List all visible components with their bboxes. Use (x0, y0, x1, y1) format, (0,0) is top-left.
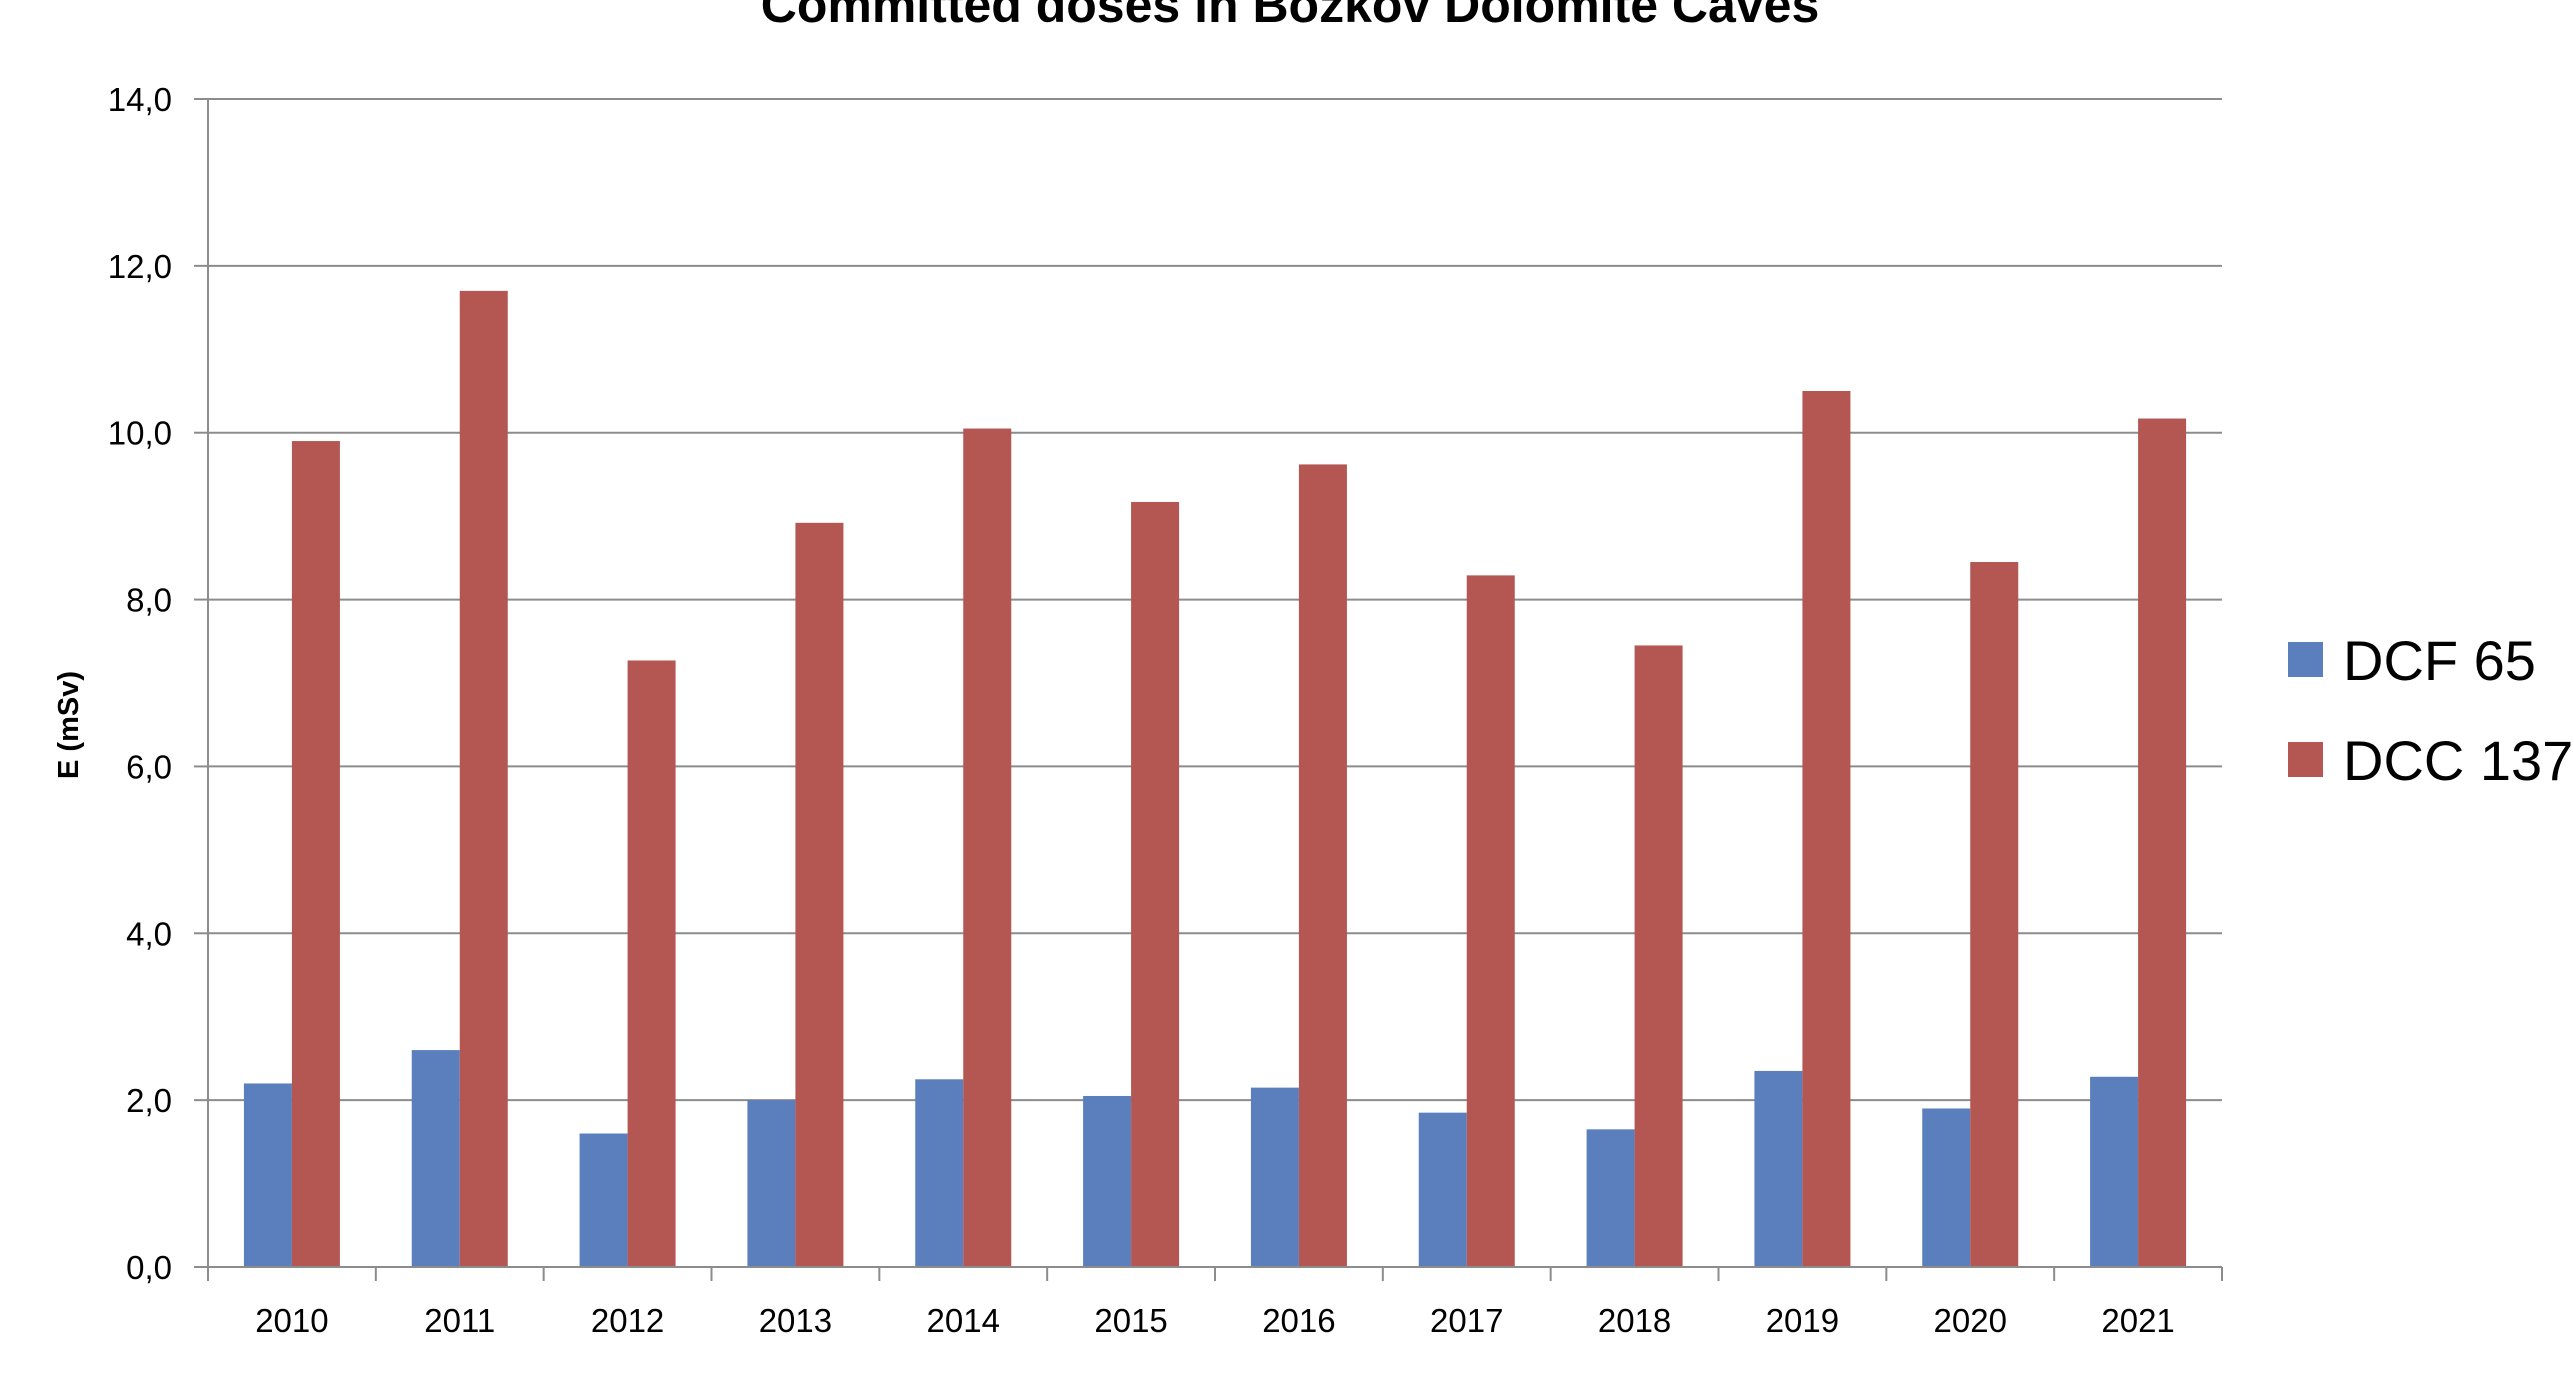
x-tick-label: 2014 (927, 1302, 1000, 1339)
legend-swatch-dcc-137 (2288, 742, 2323, 777)
y-tick-label: 6,0 (126, 748, 172, 785)
bar-dcc-137 (459, 290, 508, 1267)
x-tick-label: 2019 (1766, 1302, 1839, 1339)
x-tick-label: 2017 (1430, 1302, 1503, 1339)
bar-dcc-137 (1802, 391, 1851, 1267)
y-tick-label: 8,0 (126, 582, 172, 619)
x-tick-label: 2018 (1598, 1302, 1671, 1339)
bar-dcc-137 (1634, 645, 1683, 1267)
y-tick-label: 4,0 (126, 915, 172, 952)
gridlines (194, 98, 2222, 1268)
y-tick-label: 14,0 (108, 81, 172, 118)
x-tick-label: 2013 (759, 1302, 832, 1339)
x-tick-label: 2010 (255, 1302, 328, 1339)
bar-dcf-65 (411, 1050, 460, 1267)
x-tick-labels: 2010 2011 2012 2013 2014 2015 2016 2017 2018 2019… (255, 1302, 2175, 1339)
bar-dcc-137 (1466, 575, 1515, 1267)
y-tick-label: 2,0 (126, 1082, 172, 1119)
x-tick-label: 2021 (2101, 1302, 2174, 1339)
bar-dcc-137 (963, 428, 1012, 1267)
y-tick-label: 12,0 (108, 248, 172, 285)
bar-dcf-65 (243, 1083, 292, 1267)
legend-label: DCC 137 (2343, 729, 2573, 792)
bar-dcf-65 (1922, 1108, 1971, 1267)
bar-dcf-65 (1250, 1087, 1299, 1267)
bar-dcf-65 (747, 1100, 796, 1267)
axes (207, 99, 2223, 1281)
bar-dcf-65 (1754, 1070, 1803, 1267)
bar-dcf-65 (1418, 1112, 1467, 1267)
y-axis-label: E (mSv) (53, 671, 85, 779)
bar-dcc-137 (1970, 562, 2019, 1267)
x-tick-label: 2011 (424, 1302, 495, 1339)
bar-dcc-137 (291, 441, 340, 1267)
bar-dcf-65 (1586, 1129, 1635, 1267)
bar-dcf-65 (579, 1133, 628, 1267)
x-tick-label: 2012 (591, 1302, 664, 1339)
y-tick-label: 10,0 (108, 415, 172, 452)
x-tick-label: 2015 (1094, 1302, 1167, 1339)
x-tick-label: 2016 (1262, 1302, 1335, 1339)
bar-dcf-65 (915, 1079, 964, 1267)
bars (243, 290, 2187, 1268)
bar-dcc-137 (1298, 464, 1347, 1268)
bar-dcc-137 (1131, 501, 1180, 1268)
y-tick-label: 0,0 (126, 1249, 172, 1286)
y-tick-labels: 0,0 2,0 4,0 6,0 8,0 10,0 12,0 14,0 (108, 81, 172, 1286)
bar-dcc-137 (795, 522, 844, 1267)
legend-label: DCF 65 (2343, 629, 2536, 692)
legend: DCF 65 DCC 137 (2288, 629, 2573, 792)
bar-dcf-65 (1083, 1095, 1132, 1267)
chart-title: Committed doses in Božkov Dolomite Caves (761, 0, 1820, 33)
x-tick-label: 2020 (1934, 1302, 2007, 1339)
bar-dcc-137 (627, 660, 676, 1267)
bar-dcc-137 (2138, 418, 2187, 1267)
bar-dcf-65 (2090, 1076, 2139, 1267)
legend-swatch-dcf-65 (2288, 642, 2323, 677)
